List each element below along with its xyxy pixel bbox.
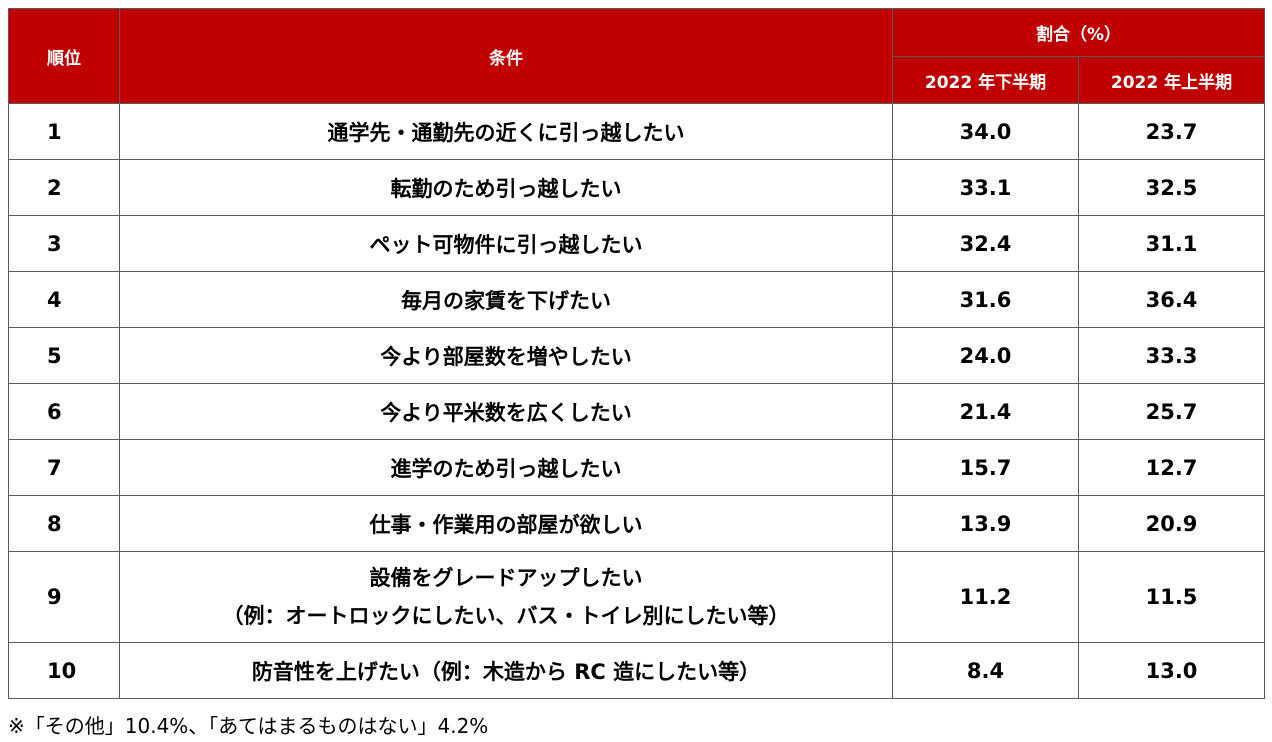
- condition-cell: 仕事・作業用の部屋が欲しい: [119, 495, 893, 552]
- value-2022-h2: 8.4: [892, 642, 1079, 699]
- table-row: 8 仕事・作業用の部屋が欲しい 13.9 20.9: [8, 495, 1266, 552]
- value-2022-h1: 20.9: [1077, 495, 1266, 552]
- value-2022-h1: 13.0: [1077, 642, 1266, 699]
- header-ratio: 割合（%）: [891, 8, 1266, 57]
- header-rank: 順位: [8, 8, 120, 104]
- condition-cell: 通学先・通勤先の近くに引っ越したい: [119, 103, 893, 160]
- table-row: 4 毎月の家賃を下げたい 31.6 36.4: [8, 271, 1266, 328]
- table-row: 7 進学のため引っ越したい 15.7 12.7: [8, 439, 1266, 496]
- value-2022-h1: 36.4: [1077, 271, 1266, 328]
- condition-cell: 今より平米数を広くしたい: [119, 383, 893, 440]
- table-row: 6 今より平米数を広くしたい 21.4 25.7: [8, 383, 1266, 440]
- condition-cell: 進学のため引っ越したい: [119, 439, 893, 496]
- rank-cell: 4: [8, 271, 120, 328]
- value-2022-h1: 12.7: [1077, 439, 1266, 496]
- table-row: 5 今より部屋数を増やしたい 24.0 33.3: [8, 327, 1266, 384]
- condition-cell: 転勤のため引っ越したい: [119, 159, 893, 216]
- condition-cell: 防音性を上げたい（例：木造から RC 造にしたい等）: [119, 642, 893, 699]
- rank-cell: 3: [8, 215, 120, 272]
- condition-cell: 毎月の家賃を下げたい: [119, 271, 893, 328]
- condition-example-line: （例：オートロックにしたい、バス・トイレ別にしたい等）: [222, 604, 790, 628]
- rank-cell: 6: [8, 383, 120, 440]
- value-2022-h1: 33.3: [1077, 327, 1266, 384]
- table-row: 1 通学先・通勤先の近くに引っ越したい 34.0 23.7: [8, 103, 1266, 160]
- value-2022-h1: 32.5: [1077, 159, 1266, 216]
- value-2022-h1: 25.7: [1077, 383, 1266, 440]
- header-2022-h1: 2022 年上半期: [1077, 56, 1266, 104]
- value-2022-h2: 11.2: [892, 551, 1079, 643]
- condition-line: 設備をグレードアップしたい: [369, 566, 643, 590]
- footnote: ※「その他」10.4%、「あてはまるものはない」4.2%: [8, 714, 489, 738]
- condition-cell: 設備をグレードアップしたい （例：オートロックにしたい、バス・トイレ別にしたい等…: [119, 551, 893, 643]
- condition-cell: ペット可物件に引っ越したい: [119, 215, 893, 272]
- rank-cell: 7: [8, 439, 120, 496]
- value-2022-h2: 21.4: [892, 383, 1079, 440]
- table-row: 10 防音性を上げたい（例：木造から RC 造にしたい等） 8.4 13.0: [8, 642, 1266, 699]
- table-row: 9 設備をグレードアップしたい （例：オートロックにしたい、バス・トイレ別にした…: [8, 551, 1266, 643]
- value-2022-h1: 23.7: [1077, 103, 1266, 160]
- value-2022-h2: 24.0: [892, 327, 1079, 384]
- rank-cell: 5: [8, 327, 120, 384]
- value-2022-h2: 15.7: [892, 439, 1079, 496]
- value-2022-h2: 13.9: [892, 495, 1079, 552]
- rank-cell: 1: [8, 103, 120, 160]
- rank-cell: 8: [8, 495, 120, 552]
- value-2022-h2: 32.4: [892, 215, 1079, 272]
- ranking-table: 順位 条件 割合（%） 2022 年下半期 2022 年上半期 1 通学先・通勤…: [8, 8, 1266, 699]
- condition-cell: 今より部屋数を増やしたい: [119, 327, 893, 384]
- rank-cell: 10: [8, 642, 120, 699]
- value-2022-h1: 11.5: [1077, 551, 1266, 643]
- rank-cell: 9: [8, 551, 120, 643]
- table-row: 2 転勤のため引っ越したい 33.1 32.5: [8, 159, 1266, 216]
- value-2022-h2: 33.1: [892, 159, 1079, 216]
- value-2022-h2: 34.0: [892, 103, 1079, 160]
- header-condition: 条件: [119, 8, 893, 104]
- table-row: 3 ペット可物件に引っ越したい 32.4 31.1: [8, 215, 1266, 272]
- header-2022-h2: 2022 年下半期: [892, 56, 1079, 104]
- value-2022-h1: 31.1: [1077, 215, 1266, 272]
- value-2022-h2: 31.6: [892, 271, 1079, 328]
- rank-cell: 2: [8, 159, 120, 216]
